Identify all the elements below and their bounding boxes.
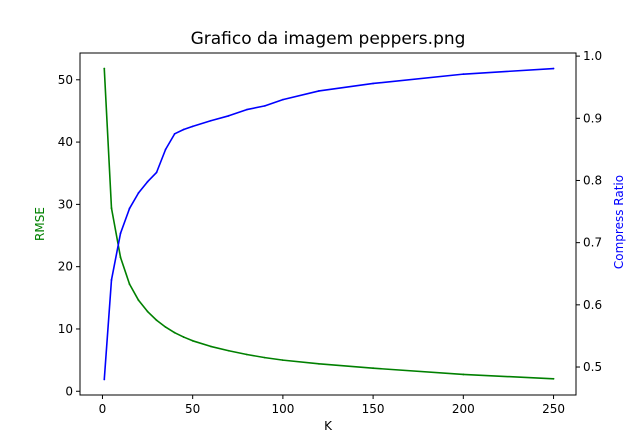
series-line-left xyxy=(103,68,554,380)
x-tick-label: 250 xyxy=(542,402,565,416)
y-right-axis: 0.5 0.6 0.7 0.8 0.9 1.0 xyxy=(576,49,602,374)
plot-frame xyxy=(79,52,577,396)
data-point-right xyxy=(173,132,176,135)
data-point-left xyxy=(137,299,140,302)
data-point-left xyxy=(552,377,555,380)
data-point-right xyxy=(227,114,230,117)
data-point-left xyxy=(263,356,266,359)
x-tick-label: 50 xyxy=(185,402,200,416)
data-point-left xyxy=(146,310,149,313)
y-left-tick-label: 20 xyxy=(58,260,73,274)
series-line-right xyxy=(103,67,554,380)
data-point-right xyxy=(209,119,212,122)
data-point-left xyxy=(191,339,194,342)
y-left-tick-label: 10 xyxy=(58,322,73,336)
data-point-left xyxy=(155,319,158,322)
y-right-tick-label: 0.6 xyxy=(583,298,602,312)
data-point-right xyxy=(318,90,320,92)
data-point-right xyxy=(119,232,122,235)
chart-title: Grafico da imagem peppers.png xyxy=(191,29,466,49)
x-tick-label: 100 xyxy=(271,402,294,416)
data-point-left xyxy=(372,367,375,370)
data-point-right xyxy=(245,108,248,111)
data-point-left xyxy=(110,207,113,210)
y-right-tick-label: 0.8 xyxy=(583,173,602,187)
data-point-right xyxy=(128,207,131,210)
data-point-left xyxy=(164,326,167,328)
data-point-left xyxy=(103,67,106,70)
y-right-tick-label: 1.0 xyxy=(583,49,602,63)
data-point-left xyxy=(245,353,248,356)
data-point-right xyxy=(263,104,266,107)
data-point-right xyxy=(146,180,149,183)
x-axis: 0 50 100 150 200 250 xyxy=(99,395,565,416)
data-point-left xyxy=(281,359,284,362)
data-point-left xyxy=(119,256,122,259)
y-left-tick-label: 30 xyxy=(58,197,73,211)
y-left-tick-label: 50 xyxy=(58,73,73,87)
data-point-left xyxy=(128,283,131,286)
y-right-tick-label: 0.9 xyxy=(583,111,602,125)
x-tick-label: 200 xyxy=(452,402,475,416)
y-right-tick-label: 0.7 xyxy=(583,236,602,250)
data-point-left xyxy=(173,331,176,334)
data-point-left xyxy=(182,336,185,338)
series-layer xyxy=(103,67,555,381)
y-left-tick-label: 0 xyxy=(65,384,73,398)
data-point-right xyxy=(462,73,465,76)
data-point-right xyxy=(281,98,284,101)
data-point-left xyxy=(227,349,230,352)
data-point-left xyxy=(318,362,320,365)
data-point-right xyxy=(155,171,158,174)
y-left-axis: 0 10 20 30 40 50 xyxy=(58,73,80,398)
x-tick-label: 0 xyxy=(99,402,107,416)
data-point-left xyxy=(209,345,212,348)
data-point-right xyxy=(182,128,185,131)
x-tick-label: 150 xyxy=(362,402,385,416)
x-axis-label: K xyxy=(324,419,333,433)
data-point-right xyxy=(552,67,555,70)
data-point-right xyxy=(372,82,375,85)
data-point-right xyxy=(164,148,167,151)
data-point-left xyxy=(462,373,465,376)
y-right-tick-label: 0.5 xyxy=(583,360,602,374)
y-left-tick-label: 40 xyxy=(58,135,73,149)
y-right-axis-label: Compress Ratio xyxy=(612,175,626,269)
data-point-right xyxy=(137,192,140,194)
data-point-right xyxy=(103,378,106,381)
data-point-right xyxy=(191,125,194,128)
y-left-axis-label: RMSE xyxy=(33,207,47,241)
data-point-right xyxy=(110,279,113,281)
